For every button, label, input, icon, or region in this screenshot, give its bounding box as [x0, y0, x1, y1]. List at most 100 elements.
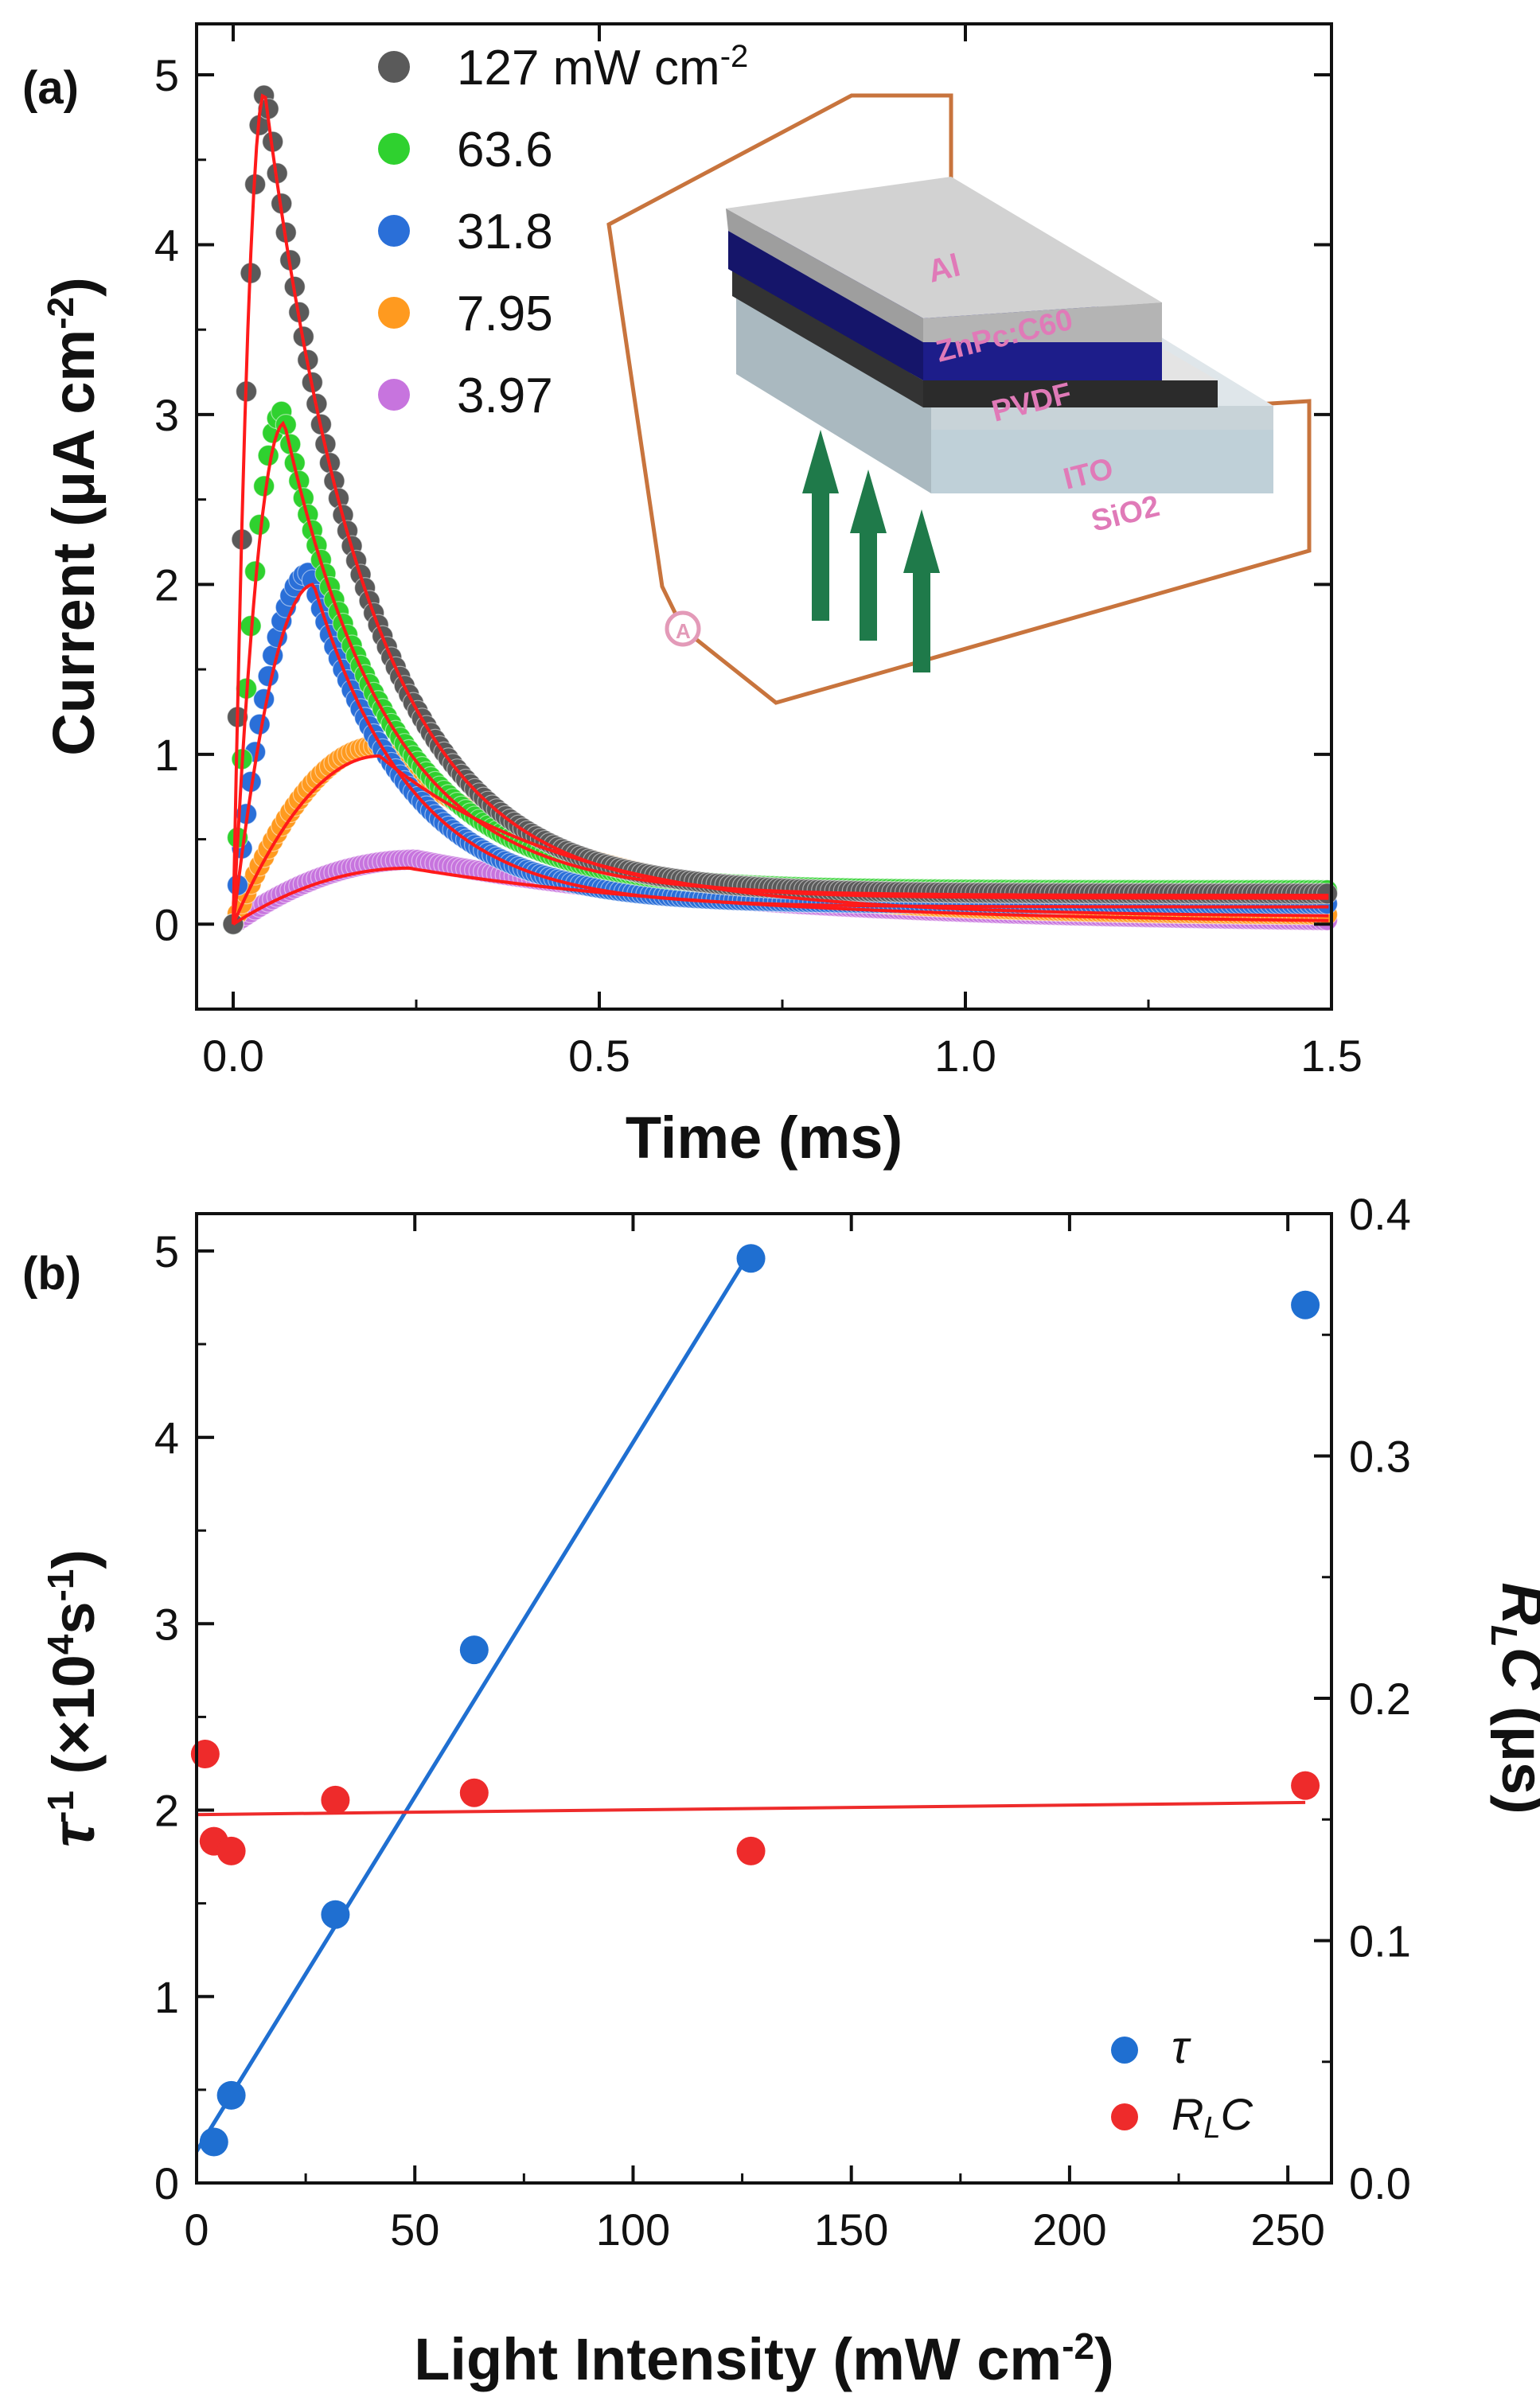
panel-b-fit-lines: [194, 1249, 1306, 2153]
panel-b-label: (b): [22, 1248, 81, 1300]
legend-unit-text: 127 mW cm: [457, 41, 720, 95]
y-right-tick-label: 0.3: [1349, 1432, 1411, 1482]
pvdf-layer-front: [923, 380, 1218, 407]
panel-a-axes: 0.0 0.5 1.0 1.5 0 1 2 3 4 5: [154, 24, 1363, 1081]
x-tick-label: 1.0: [934, 1031, 996, 1081]
y-tick-label: 4: [154, 220, 179, 270]
y-left-tick-label: 1: [154, 1972, 179, 2022]
panel-a-plot-frame: [195, 22, 1333, 1011]
panel-b: (b) 0 50 100 150 200 250 0 1 2 3 4 5 0.0 0.1 0.2 0.3 0.4…: [22, 1189, 1540, 2392]
panel-a-y-axis-title: Current (μA cm-2): [40, 277, 107, 755]
y-tick-label: 3: [154, 390, 179, 440]
panel-b-left-y-axis-title: τ-1 (×104s-1): [40, 1549, 107, 1847]
panel-b-x-axis-title-end: ): [1094, 2326, 1114, 2392]
y-tick-label: 2: [154, 559, 179, 610]
pvdf-layer-side: [732, 269, 923, 407]
ammeter-icon: A: [665, 610, 701, 647]
fit-curve-127: [232, 93, 1329, 925]
data-point: [257, 444, 279, 467]
rlc-point: [321, 1785, 350, 1814]
panel-b-x-axis-title-sup: -2: [1062, 2325, 1094, 2367]
y-right-tick-label: 0.0: [1349, 2158, 1411, 2208]
active-layer-side: [728, 231, 923, 380]
tau-fit-line: [194, 1249, 753, 2153]
y-left-tick-label: 5: [154, 1226, 179, 1277]
y-right-tick-label: 0.4: [1349, 1189, 1411, 1239]
panel-a-y-axis-title-sup: -2: [40, 297, 81, 329]
legend-marker-7.95: [378, 297, 410, 329]
panel-a-y-axis-title-end: ): [41, 277, 107, 297]
legend-label-7.95: 7.95: [457, 286, 553, 341]
panel-b-axes: 0 50 100 150 200 250 0 1 2 3 4 5 0.0 0.1 0.2 0.3 0.4: [154, 1189, 1411, 2255]
y-left-tick-label: 0: [154, 2158, 179, 2208]
tau-point: [199, 2127, 228, 2157]
tau-point: [736, 1244, 766, 1273]
light-arrows: [802, 430, 940, 672]
panel-b-x-axis-title: Light Intensity (mW cm-2): [414, 2325, 1114, 2392]
x-tick-label: 0.0: [202, 1031, 264, 1081]
x-tick-label: 200: [1032, 2204, 1106, 2255]
legend-unit-sup: -2: [720, 39, 749, 74]
sio2-layer-side: [736, 286, 931, 493]
panel-a-x-axis-title: Time (ms): [626, 1105, 903, 1171]
tau-point: [216, 2080, 246, 2110]
x-tick-label: 0: [184, 2204, 209, 2255]
y-tick-label: 1: [154, 730, 179, 780]
legend-label-rlc: RLC: [1172, 2089, 1253, 2145]
x-tick-label: 1.5: [1300, 1031, 1363, 1081]
ito-layer: [931, 406, 1273, 430]
panel-b-plot-frame: [195, 1212, 1333, 2185]
tau-point: [321, 1900, 350, 1929]
rlc-point: [216, 1836, 246, 1865]
svg-text:A: A: [676, 619, 691, 643]
rlc-point: [459, 1778, 489, 1807]
al-layer-front: [923, 302, 1162, 342]
data-point: [257, 665, 279, 688]
al-layer-top: [726, 177, 1162, 318]
y-left-tick-label: 4: [154, 1413, 179, 1463]
y-left-tick-label: 3: [154, 1599, 179, 1649]
inset-label-sio2: SiO2: [1088, 489, 1163, 539]
al-layer-side: [726, 209, 923, 342]
fit-curve-31.8: [232, 583, 1329, 925]
y-right-tick-label: 0.1: [1349, 1916, 1411, 1966]
device-schematic-inset: Al ZnPc:C60 PVDF ITO SiO2 A: [606, 93, 1312, 705]
panel-b-legend: τ RLC: [1111, 2021, 1253, 2145]
legend-marker-127: [378, 51, 410, 83]
active-layer-front: [923, 342, 1162, 380]
panel-a: (a) Al ZnPc:C60: [22, 22, 1363, 1171]
panel-a-y-axis-title-base: Current (μA cm: [41, 329, 107, 756]
panel-a-legend: 127 mW cm-2 63.6 31.8 7.95 3.97: [378, 39, 748, 423]
tau-point: [459, 1635, 489, 1665]
x-tick-label: 0.5: [568, 1031, 630, 1081]
circuit-wire: [606, 93, 1312, 705]
panel-b-marks: [190, 1244, 1320, 2157]
rlc-point: [1291, 1771, 1320, 1800]
x-tick-label: 150: [814, 2204, 888, 2255]
y-tick-label: 5: [154, 50, 179, 100]
legend-label-3.97: 3.97: [457, 368, 553, 423]
x-tick-label: 250: [1250, 2204, 1324, 2255]
rlc-point: [736, 1836, 766, 1865]
legend-label-31.8: 31.8: [457, 205, 553, 259]
x-tick-label: 100: [596, 2204, 670, 2255]
legend-marker-tau: [1111, 2037, 1138, 2064]
y-right-tick-label: 0.2: [1349, 1674, 1411, 1724]
panel-b-right-y-axis-title: RLC (μs): [1483, 1582, 1540, 1814]
panel-a-label: (a): [22, 62, 79, 114]
tau-point: [1291, 1290, 1320, 1319]
rlc-fit-line: [196, 1800, 1306, 1817]
panel-b-x-axis-title-base: Light Intensity (mW cm: [414, 2326, 1062, 2392]
legend-marker-31.8: [378, 215, 410, 247]
fit-curve-7.95: [232, 754, 1329, 926]
legend-marker-3.97: [378, 379, 410, 411]
legend-label-tau: τ: [1172, 2021, 1191, 2073]
panel-a-fit-curves: [232, 93, 1329, 926]
y-tick-label: 0: [154, 899, 179, 949]
data-point: [1316, 883, 1339, 905]
legend-marker-63.6: [378, 133, 410, 165]
legend-marker-rlc: [1111, 2103, 1138, 2130]
legend-label-127: 127 mW cm-2: [457, 39, 748, 95]
legend-label-63.6: 63.6: [457, 123, 553, 177]
